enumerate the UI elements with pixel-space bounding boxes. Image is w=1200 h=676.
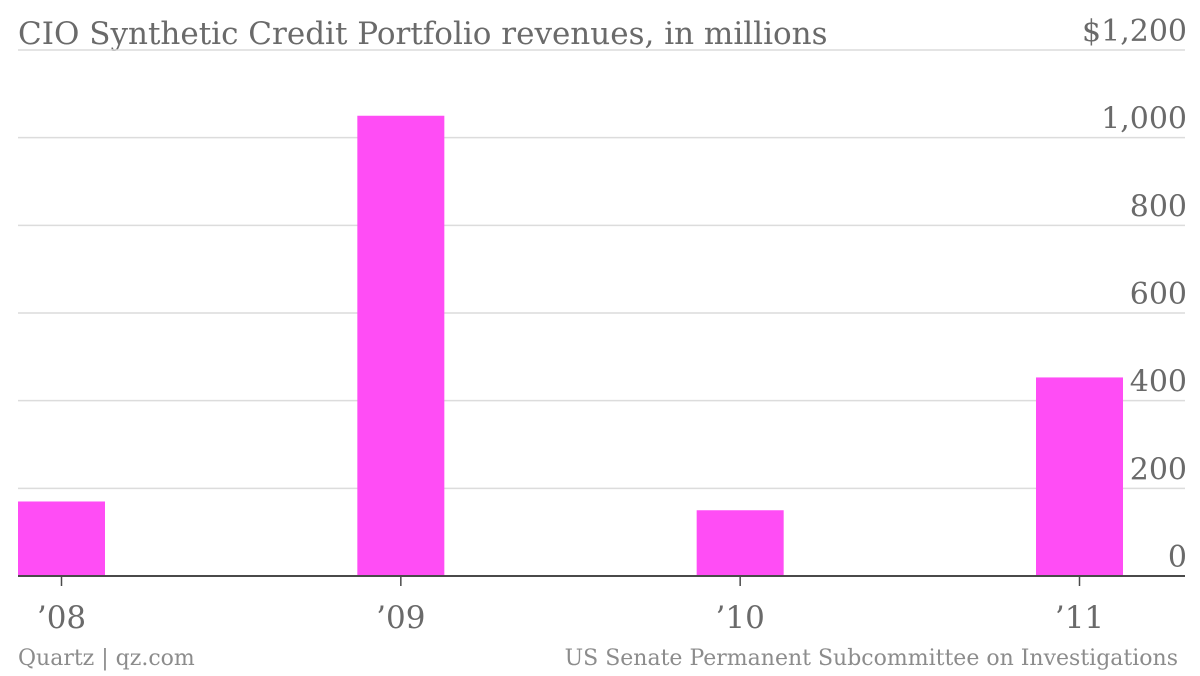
x-tick-label: ’11 [1055,600,1104,636]
bar [1036,377,1123,576]
y-tick-label: $1,200 [1082,14,1187,49]
y-tick-label: 1,000 [1101,102,1187,137]
chart-title: CIO Synthetic Credit Portfolio revenues,… [18,16,828,52]
bar [357,115,445,576]
gridlines [18,49,1185,490]
x-axis: ’08 ’09 ’10 ’11 [18,575,1185,636]
x-tick-label: ’08 [37,600,86,636]
y-tick-label: 0 [1168,540,1187,575]
bar [18,501,105,576]
y-tick-label: 400 [1130,365,1187,400]
bars [18,115,1123,576]
credit-label: Quartz | qz.com [18,646,195,671]
x-tick-label: ’09 [376,600,425,636]
x-tick-label: ’10 [716,600,765,636]
y-tick-label: 800 [1130,189,1187,224]
bar [696,510,784,576]
y-axis: 0 200 400 600 800 1,000 $1,200 [1082,14,1187,575]
y-tick-label: 200 [1130,452,1187,487]
y-tick-label: 600 [1130,277,1187,312]
source-label: US Senate Permanent Subcommittee on Inve… [564,646,1178,671]
